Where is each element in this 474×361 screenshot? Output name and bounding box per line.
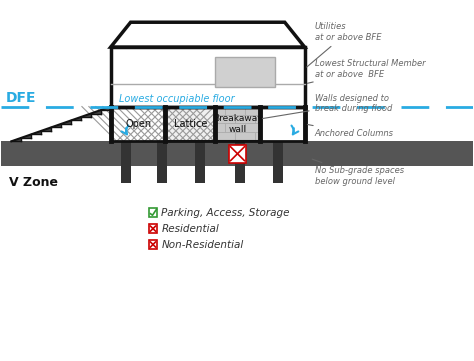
Text: Utilities
at or above BFE: Utilities at or above BFE [307,22,381,67]
Bar [148,224,157,233]
Text: DFE: DFE [5,91,36,105]
Text: Anchored Columns: Anchored Columns [307,125,393,138]
Text: Parking, Access, Storage: Parking, Access, Storage [162,208,290,218]
Text: Lowest Structural Member
at or above  BFE: Lowest Structural Member at or above BFE [307,59,425,83]
Bar [157,141,167,183]
Polygon shape [11,106,111,141]
Bar [121,141,131,183]
Polygon shape [111,22,305,47]
Text: Residential: Residential [162,223,219,234]
Text: No Sub-grade spaces
below ground level: No Sub-grade spaces below ground level [312,159,404,186]
Text: Lattice: Lattice [173,119,207,129]
Bar [255,132,260,141]
Text: Breakaway
wall: Breakaway wall [213,114,262,134]
Bar [195,141,205,183]
Bar [225,106,245,114]
Bar [165,106,215,141]
Text: Walls designed to
break during flood: Walls designed to break during flood [263,94,392,118]
Bar [235,141,245,183]
Bar [273,141,283,183]
Bar [215,123,225,132]
Bar [215,106,260,141]
Bar [148,240,157,249]
Bar [245,123,260,132]
Bar [215,132,235,141]
Text: Open: Open [125,119,151,129]
Bar [215,114,235,123]
Text: Non-Residential: Non-Residential [162,239,244,249]
Bar [111,47,305,106]
Bar [215,106,225,114]
Bar [111,106,305,141]
Bar [215,106,260,141]
Bar [215,57,275,87]
Bar [225,123,245,132]
Text: V Zone: V Zone [9,176,58,189]
Text: Lowest occupiable floor: Lowest occupiable floor [118,93,234,104]
Bar [148,208,157,217]
Bar [228,145,246,163]
Bar [235,114,255,123]
Bar [235,132,255,141]
Bar [245,106,260,114]
Bar [255,114,260,123]
Bar [165,106,215,141]
Bar [1,141,473,166]
